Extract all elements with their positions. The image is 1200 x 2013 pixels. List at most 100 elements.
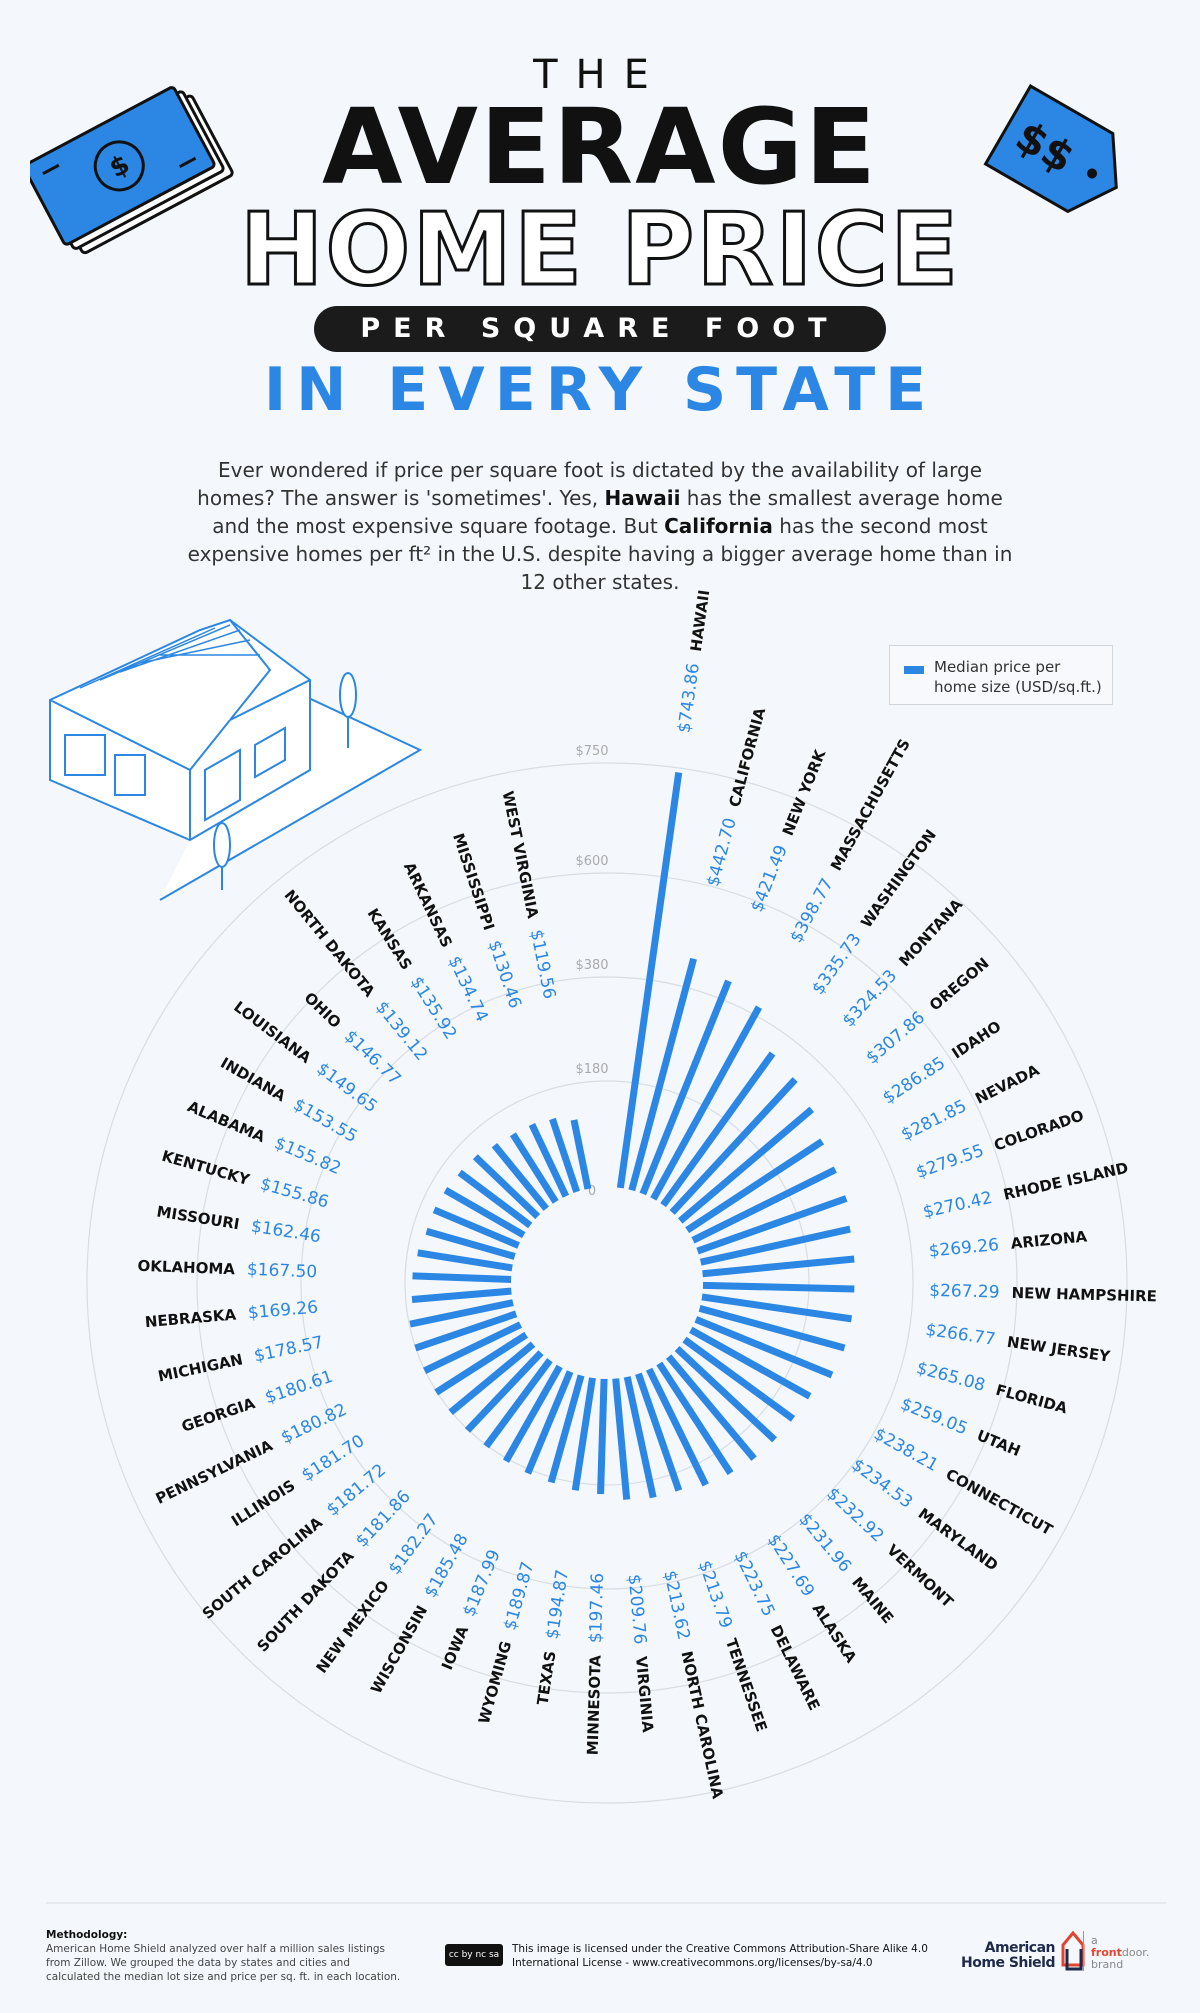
state-name: LOUISIANA bbox=[231, 997, 315, 1067]
bar-wyoming bbox=[547, 1374, 585, 1484]
bar-oklahoma bbox=[412, 1272, 512, 1283]
state-name: GEORGIA bbox=[179, 1394, 257, 1436]
value-label: $286.85 bbox=[879, 1053, 949, 1108]
bar-pennsylvania bbox=[423, 1321, 523, 1374]
bar-massachusetts bbox=[650, 1005, 762, 1201]
bar-connecticut bbox=[689, 1326, 812, 1400]
intro-text: has the second most expensive homes per … bbox=[187, 514, 1013, 594]
intro-text: Ever wondered if price per square foot i… bbox=[197, 458, 983, 510]
state-label: OKLAHOMA $167.50 bbox=[137, 1256, 317, 1283]
bar-maryland bbox=[682, 1336, 796, 1422]
value-label: $266.77 bbox=[924, 1320, 996, 1350]
value-label: $187.99 bbox=[459, 1547, 504, 1620]
value-label: $180.82 bbox=[278, 1400, 350, 1449]
state-name: FLORIDA bbox=[994, 1380, 1070, 1417]
bar-north-dakota bbox=[491, 1143, 549, 1211]
state-name: NEW YORK bbox=[778, 746, 829, 838]
bar-indiana bbox=[443, 1187, 526, 1239]
state-name: UTAH bbox=[974, 1426, 1023, 1460]
bar-california bbox=[628, 957, 697, 1192]
ring-gridline bbox=[196, 872, 1018, 1694]
state-label: $269.26 ARIZONA bbox=[928, 1226, 1088, 1261]
value-label: $223.75 bbox=[730, 1548, 779, 1620]
state-name: MAINE bbox=[849, 1573, 898, 1627]
value-label: $209.76 bbox=[624, 1573, 650, 1645]
bar-north-carolina bbox=[623, 1376, 657, 1499]
ring-tick-label: 0 bbox=[588, 1184, 596, 1199]
state-name: HAWAII bbox=[686, 589, 712, 653]
value-label: $169.26 bbox=[247, 1298, 319, 1324]
bar-nebraska bbox=[411, 1287, 512, 1304]
value-label: $213.62 bbox=[659, 1569, 693, 1642]
tag-a: a bbox=[1091, 1934, 1098, 1947]
bar-utah bbox=[694, 1316, 834, 1379]
ring-tick-label: $180 bbox=[575, 1062, 608, 1077]
value-label: $197.46 bbox=[586, 1573, 608, 1644]
state-name: ALASKA bbox=[809, 1600, 861, 1666]
value-label: $267.29 bbox=[929, 1281, 1000, 1303]
bar-maine bbox=[665, 1354, 757, 1461]
value-label: $227.69 bbox=[763, 1531, 818, 1601]
bar-mississippi bbox=[549, 1117, 581, 1194]
bar-georgia bbox=[414, 1310, 518, 1352]
state-label: WISCONSIN$185.48 bbox=[366, 1530, 472, 1697]
value-label: $178.57 bbox=[252, 1333, 325, 1367]
title-per-square-foot: PER SQUARE FOOT bbox=[314, 306, 886, 352]
state-name: MISSOURI bbox=[156, 1202, 241, 1233]
state-name: NORTH DAKOTA bbox=[281, 886, 379, 1000]
intro-bold-hawaii: Hawaii bbox=[604, 486, 681, 510]
brand-divider bbox=[1083, 1931, 1084, 1971]
tag-front: front bbox=[1091, 1946, 1122, 1959]
bar-florida bbox=[698, 1304, 846, 1352]
state-label: $267.29 NEW HAMPSHIRE bbox=[929, 1281, 1157, 1307]
bar-minnesota bbox=[597, 1378, 608, 1495]
footer-divider bbox=[46, 1902, 1166, 1904]
value-label: $134.74 bbox=[444, 953, 492, 1025]
methodology-title: Methodology: bbox=[46, 1929, 128, 1941]
state-label: $442.70 CALIFORNIA bbox=[703, 705, 770, 889]
value-label: $238.21 bbox=[870, 1424, 941, 1476]
bar-tennessee bbox=[635, 1372, 683, 1492]
ring-gridline bbox=[404, 1080, 810, 1486]
state-name: WYOMING bbox=[474, 1639, 514, 1726]
methodology: Methodology: American Home Shield analyz… bbox=[46, 1928, 406, 1984]
tag-door: door. bbox=[1121, 1946, 1150, 1959]
ring-tick-label: $750 bbox=[575, 744, 608, 759]
title-home-price: HOME PRICE bbox=[238, 191, 961, 308]
state-name: NORTH CAROLINA bbox=[678, 1649, 727, 1800]
bar-louisiana bbox=[457, 1169, 533, 1229]
value-label: $155.86 bbox=[258, 1174, 331, 1213]
bar-illinois bbox=[434, 1331, 529, 1396]
bar-rhode-island bbox=[699, 1225, 851, 1266]
state-name: NEW JERSEY bbox=[1006, 1332, 1112, 1365]
value-label: $119.56 bbox=[526, 928, 560, 1001]
bar-new-hampshire bbox=[702, 1281, 855, 1293]
money-bills-icon: $ bbox=[30, 86, 234, 255]
bar-michigan bbox=[409, 1299, 514, 1328]
bar-oregon bbox=[677, 1106, 815, 1224]
state-name: OKLAHOMA bbox=[137, 1256, 235, 1278]
value-label: $270.42 bbox=[921, 1188, 994, 1223]
state-name: ARIZONA bbox=[1010, 1227, 1088, 1252]
license-text: This image is licensed under the Creativ… bbox=[512, 1943, 928, 1969]
intro-text: has the smallest average home and the mo… bbox=[212, 486, 1003, 538]
bar-new-york bbox=[639, 979, 732, 1196]
value-label: $269.26 bbox=[928, 1235, 1000, 1262]
state-name: KANSAS bbox=[364, 905, 416, 973]
state-name: MICHIGAN bbox=[156, 1350, 244, 1385]
state-label: TEXAS $194.87 bbox=[533, 1568, 573, 1706]
value-label: $259.05 bbox=[898, 1394, 971, 1439]
value-label: $279.55 bbox=[914, 1141, 987, 1183]
state-label: MINNESOTA $197.46 bbox=[583, 1573, 609, 1756]
state-label: NEBRASKA $169.26 bbox=[144, 1298, 319, 1333]
bar-new-mexico bbox=[483, 1358, 553, 1449]
value-label: $167.50 bbox=[247, 1260, 318, 1283]
intro-paragraph: Ever wondered if price per square foot i… bbox=[180, 456, 1020, 596]
value-label: $155.82 bbox=[271, 1133, 344, 1179]
state-name: COLORADO bbox=[991, 1106, 1086, 1154]
value-label: $398.77 bbox=[786, 875, 837, 946]
state-name: OREGON bbox=[926, 954, 993, 1014]
tag-brand: brand bbox=[1091, 1958, 1124, 1971]
bar-south-carolina bbox=[448, 1341, 536, 1416]
state-label: $209.76 VIRGINIA bbox=[624, 1573, 658, 1733]
